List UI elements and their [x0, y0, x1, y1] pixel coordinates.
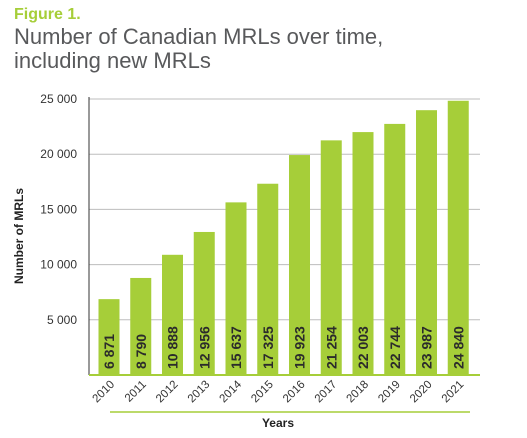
bar-value-label: 22 003	[355, 326, 371, 369]
bar-value-label: 22 744	[387, 326, 403, 369]
bar-value-label: 12 956	[196, 326, 212, 369]
bar[interactable]	[193, 231, 215, 375]
bar[interactable]	[257, 183, 279, 375]
y-tick-label: 10 000	[40, 258, 77, 272]
y-axis-title: Number of MRLs	[12, 188, 26, 284]
y-tick-label: 5 000	[47, 313, 77, 327]
bar[interactable]	[162, 254, 183, 375]
x-tick-label: 2018	[345, 379, 372, 406]
y-tick-label: 25 000	[40, 92, 77, 106]
bar-value-label: 8 790	[133, 334, 149, 369]
bar[interactable]	[352, 132, 374, 375]
x-tick-label: 2019	[376, 379, 403, 406]
bar-value-label: 19 923	[292, 326, 308, 369]
x-tick-label: 2015	[249, 379, 276, 406]
bar[interactable]	[416, 110, 437, 375]
bar[interactable]	[289, 155, 310, 375]
bar-value-label: 6 871	[101, 334, 117, 369]
y-tick-label: 20 000	[40, 147, 77, 161]
bar-value-label: 17 325	[260, 326, 276, 369]
bar-value-label: 23 987	[419, 326, 435, 369]
bar-value-label: 21 254	[323, 326, 339, 369]
x-tick-label: 2011	[123, 379, 149, 405]
x-tick-label: 2010	[91, 379, 118, 406]
x-tick-label: 2014	[218, 378, 245, 405]
chart-title-line-1: Number of Canadian MRLs over time,	[14, 24, 384, 49]
x-tick-label: 2020	[408, 379, 435, 406]
bar[interactable]	[225, 202, 247, 375]
bar[interactable]	[320, 140, 342, 375]
x-tick-label: 2016	[281, 379, 308, 406]
bar[interactable]	[384, 123, 406, 375]
x-axis-title: Years	[262, 416, 294, 430]
chart-title-line-2: including new MRLs	[14, 48, 211, 73]
bar[interactable]	[130, 277, 152, 375]
y-tick-label: 15 000	[40, 202, 77, 216]
x-tick-label: 2021	[440, 379, 467, 406]
bar[interactable]	[98, 299, 120, 375]
bar[interactable]	[447, 100, 469, 375]
bar-value-label: 15 637	[228, 326, 244, 369]
chart-title: Number of Canadian MRLs over time, inclu…	[14, 25, 514, 73]
bar-value-label: 10 888	[165, 326, 181, 369]
x-tick-label: 2013	[186, 379, 213, 406]
x-tick-label: 2017	[313, 379, 340, 406]
x-tick-label: 2012	[154, 379, 181, 406]
bar-value-label: 24 840	[450, 326, 466, 369]
figure-label: Figure 1.	[14, 6, 81, 23]
